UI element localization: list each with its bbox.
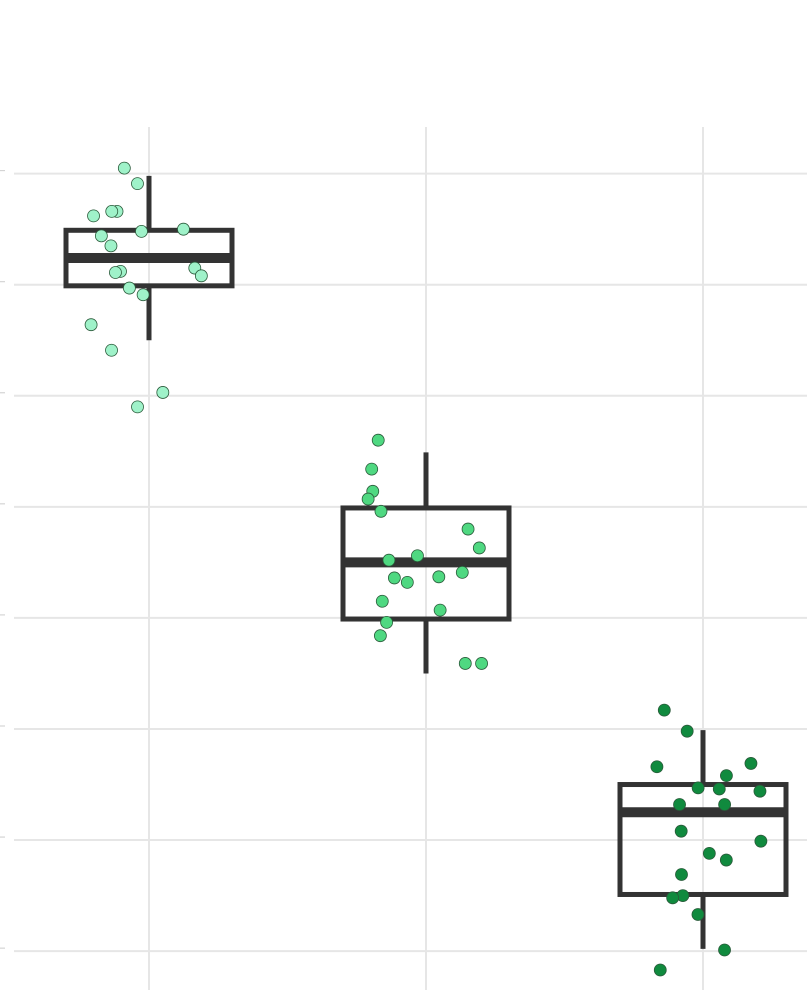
point (455, 565, 469, 579)
point (461, 522, 475, 536)
point (433, 603, 447, 617)
point (374, 504, 388, 518)
point (719, 853, 733, 867)
point (675, 868, 688, 881)
point (380, 615, 393, 629)
point (136, 288, 150, 302)
point (472, 541, 486, 555)
point (365, 462, 379, 476)
point (702, 846, 716, 860)
point (411, 549, 424, 563)
point (718, 943, 731, 957)
point (87, 209, 100, 223)
point (432, 570, 446, 584)
point (94, 229, 108, 243)
point (691, 781, 705, 795)
point (720, 769, 733, 783)
point (109, 266, 122, 279)
point (691, 908, 705, 921)
point (650, 760, 664, 774)
point (105, 343, 118, 357)
point (117, 161, 131, 175)
point (744, 757, 758, 770)
point (673, 798, 686, 811)
point (122, 281, 136, 295)
point (718, 798, 732, 811)
point (375, 594, 389, 608)
point (387, 571, 401, 585)
point (475, 657, 488, 670)
point (680, 724, 694, 738)
point (657, 703, 671, 717)
point (674, 824, 688, 838)
point (653, 963, 667, 977)
point (754, 834, 768, 848)
point (131, 400, 144, 414)
point (135, 225, 148, 238)
point (371, 433, 385, 447)
point (361, 492, 375, 506)
point (712, 782, 726, 796)
point (458, 657, 472, 670)
point (753, 784, 767, 798)
point (194, 269, 208, 283)
point (131, 177, 144, 191)
point (177, 222, 190, 236)
point (666, 891, 680, 905)
point (373, 629, 387, 643)
point (156, 386, 170, 399)
point (400, 575, 414, 589)
point (84, 318, 98, 332)
point (105, 205, 119, 218)
point (382, 553, 396, 567)
point (104, 239, 118, 253)
